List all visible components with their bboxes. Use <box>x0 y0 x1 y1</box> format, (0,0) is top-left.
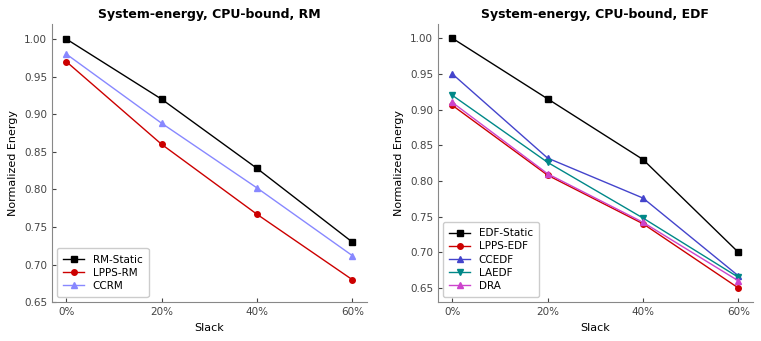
Line: LAEDF: LAEDF <box>449 92 742 281</box>
LPPS-EDF <box>447 103 457 107</box>
RM-Static <box>253 166 262 170</box>
Y-axis label: Normalized Energy: Normalized Energy <box>8 110 18 216</box>
LPPS-RM <box>348 278 357 282</box>
CCRM <box>157 121 166 125</box>
EDF-Static <box>734 250 743 254</box>
Line: LPPS-EDF: LPPS-EDF <box>450 103 741 291</box>
LPPS-EDF <box>638 222 648 226</box>
Y-axis label: Normalized Energy: Normalized Energy <box>394 110 404 216</box>
Line: CCEDF: CCEDF <box>449 70 742 279</box>
EDF-Static <box>447 36 457 40</box>
RM-Static <box>348 240 357 244</box>
CCEDF <box>638 196 648 200</box>
EDF-Static <box>543 97 552 101</box>
DRA <box>734 279 743 283</box>
DRA <box>543 172 552 176</box>
Line: DRA: DRA <box>450 100 741 284</box>
Legend: EDF-Static, LPPS-EDF, CCEDF, LAEDF, DRA: EDF-Static, LPPS-EDF, CCEDF, LAEDF, DRA <box>443 222 539 297</box>
Line: RM-Static: RM-Static <box>63 36 355 245</box>
LPPS-EDF <box>543 173 552 177</box>
LAEDF <box>447 93 457 97</box>
Line: LPPS-RM: LPPS-RM <box>63 59 355 282</box>
EDF-Static <box>638 158 648 162</box>
X-axis label: Slack: Slack <box>194 323 224 333</box>
Legend: RM-Static, LPPS-RM, CCRM: RM-Static, LPPS-RM, CCRM <box>57 248 148 297</box>
LPPS-RM <box>157 142 166 146</box>
CCRM <box>348 254 357 258</box>
RM-Static <box>62 37 71 41</box>
DRA <box>638 220 648 224</box>
CCRM <box>62 52 71 56</box>
Line: EDF-Static: EDF-Static <box>450 35 741 255</box>
CCEDF <box>543 156 552 160</box>
Title: System-energy, CPU-bound, EDF: System-energy, CPU-bound, EDF <box>482 8 709 21</box>
LAEDF <box>734 275 743 279</box>
LAEDF <box>543 160 552 164</box>
X-axis label: Slack: Slack <box>581 323 610 333</box>
LPPS-EDF <box>734 286 743 290</box>
LPPS-RM <box>62 59 71 63</box>
CCRM <box>253 186 262 190</box>
CCEDF <box>734 274 743 278</box>
DRA <box>447 100 457 104</box>
Line: CCRM: CCRM <box>62 50 356 259</box>
LAEDF <box>638 216 648 220</box>
RM-Static <box>157 97 166 101</box>
CCEDF <box>447 72 457 76</box>
Title: System-energy, CPU-bound, RM: System-energy, CPU-bound, RM <box>98 8 320 21</box>
LPPS-RM <box>253 212 262 216</box>
